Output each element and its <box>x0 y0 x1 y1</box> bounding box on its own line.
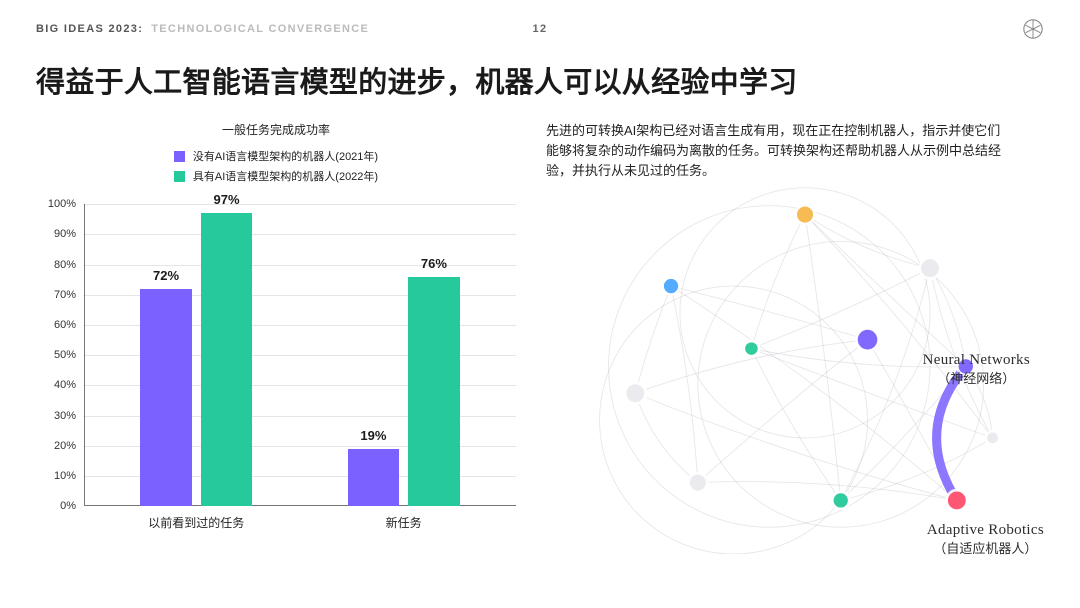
y-tick-label: 100% <box>48 198 84 210</box>
y-tick-label: 20% <box>54 440 84 452</box>
network-label-neural: Neural Networks （神经网络） <box>923 351 1030 387</box>
bar-value-label: 72% <box>140 268 192 289</box>
bar-chart: 0%10%20%30%40%50%60%70%80%90%100%72%97%以… <box>36 204 516 534</box>
network-diagram: Neural Networks （神经网络） Adaptive Robotics… <box>546 161 1064 554</box>
brand-label: BIG IDEAS 2023: <box>36 23 143 35</box>
bar: 76% <box>408 277 460 507</box>
text-panel: Neural Networks （神经网络） Adaptive Robotics… <box>546 121 1044 534</box>
legend-label: 没有AI语言模型架构的机器人(2021年) <box>193 148 378 164</box>
y-tick-label: 40% <box>54 379 84 391</box>
y-tick-label: 30% <box>54 410 84 422</box>
bar: 19% <box>348 449 400 506</box>
page-title: 得益于人工智能语言模型的进步，机器人可以从经验中学习 <box>36 64 1044 103</box>
y-tick-label: 60% <box>54 319 84 331</box>
y-tick-label: 80% <box>54 259 84 271</box>
legend-swatch-icon <box>174 171 185 182</box>
chart-panel: 一般任务完成成功率 没有AI语言模型架构的机器人(2021年) 具有AI语言模型架… <box>36 121 516 534</box>
chart-legend: 没有AI语言模型架构的机器人(2021年) 具有AI语言模型架构的机器人(2022… <box>36 148 516 184</box>
bar-value-label: 76% <box>408 256 460 277</box>
brand-logo-icon <box>1022 18 1044 40</box>
body-paragraph: 先进的可转换AI架构已经对语言生成有用，现在正在控制机器人，指示并使它们能够将复… <box>546 121 1006 181</box>
section-label: Technological Convergence <box>151 23 369 35</box>
slide-header: BIG IDEAS 2023: Technological Convergenc… <box>36 18 1044 40</box>
y-tick-label: 50% <box>54 349 84 361</box>
chart-title: 一般任务完成成功率 <box>36 121 516 138</box>
grid-line <box>84 204 516 205</box>
bar-value-label: 19% <box>348 428 400 449</box>
y-tick-label: 10% <box>54 470 84 482</box>
bar-value-label: 97% <box>201 192 253 213</box>
page-number: 12 <box>533 23 548 35</box>
chart-plot-area: 0%10%20%30%40%50%60%70%80%90%100%72%97%以… <box>84 204 516 506</box>
x-tick-label: 新任务 <box>386 506 422 531</box>
legend-label: 具有AI语言模型架构的机器人(2022年) <box>193 168 378 184</box>
legend-swatch-icon <box>174 151 185 162</box>
y-tick-label: 70% <box>54 289 84 301</box>
y-tick-label: 0% <box>60 500 84 512</box>
bar: 97% <box>201 213 253 506</box>
grid-line <box>84 234 516 235</box>
network-label-robotics: Adaptive Robotics （自适应机器人） <box>927 521 1044 557</box>
x-tick-label: 以前看到过的任务 <box>148 506 244 531</box>
bar: 72% <box>140 289 192 506</box>
y-tick-label: 90% <box>54 228 84 240</box>
legend-item: 没有AI语言模型架构的机器人(2021年) <box>174 148 378 164</box>
legend-item: 具有AI语言模型架构的机器人(2022年) <box>174 168 378 184</box>
